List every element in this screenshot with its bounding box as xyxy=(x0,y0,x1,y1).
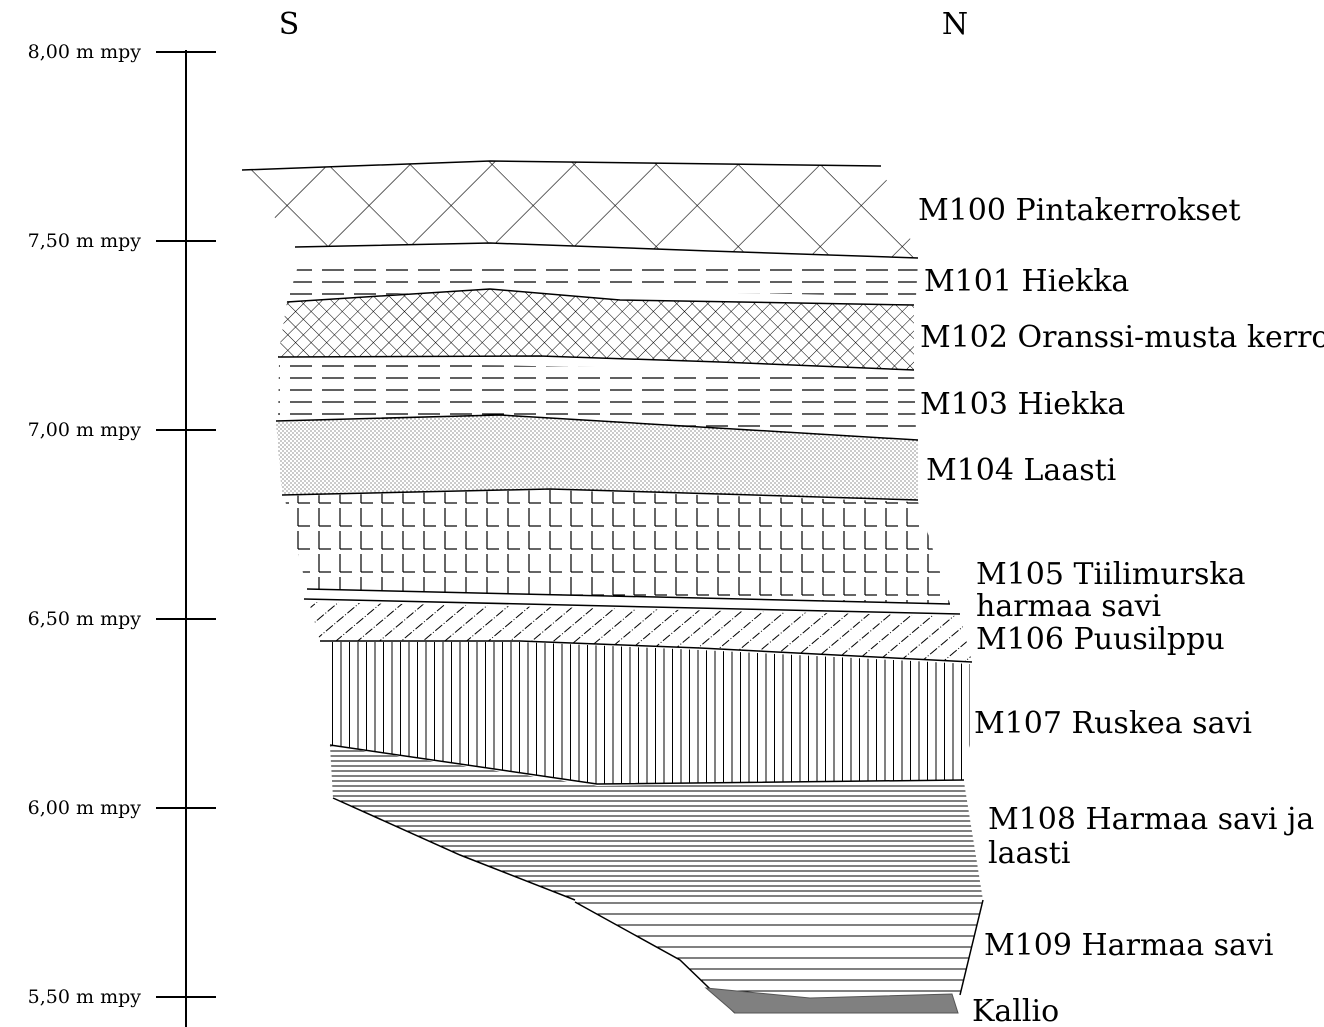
depth-tick: 6,50 m mpy xyxy=(28,608,216,630)
depth-tick-label: 6,50 m mpy xyxy=(28,608,142,630)
orientation-north-label: N xyxy=(942,7,968,42)
layer-label-m105-line2: harmaa savi xyxy=(976,589,1161,624)
layer-label-m106: M106 Puusilppu xyxy=(976,622,1225,657)
layer-label-m108: M108 Harmaa savi ja xyxy=(988,802,1314,837)
depth-tick: 8,00 m mpy xyxy=(28,41,216,63)
layer-label-kallio: Kallio xyxy=(972,994,1059,1027)
depth-tick: 7,50 m mpy xyxy=(28,230,216,252)
depth-scale: 8,00 m mpy 7,50 m mpy 7,00 m mpy 6,50 m … xyxy=(28,41,216,1027)
depth-tick-label: 6,00 m mpy xyxy=(28,797,142,819)
layer-label-m102: M102 Oranssi-musta kerros xyxy=(920,320,1324,355)
layer-m100 xyxy=(241,160,919,259)
layer-m105 xyxy=(284,490,961,615)
layer-label-m103: M103 Hiekka xyxy=(920,387,1125,422)
orientation-south-label: S xyxy=(279,7,300,42)
layer-m101 xyxy=(288,259,918,300)
layer-label-m100: M100 Pintakerrokset xyxy=(918,193,1241,228)
depth-tick-label: 8,00 m mpy xyxy=(28,41,142,63)
depth-tick: 7,00 m mpy xyxy=(28,419,216,441)
layer-m106 xyxy=(309,602,973,663)
depth-tick: 5,50 m mpy xyxy=(28,986,216,1008)
layer-m104 xyxy=(275,414,919,501)
layer-m102 xyxy=(277,288,915,371)
layer-m108 xyxy=(330,746,983,901)
layer-label-m108-line2: laasti xyxy=(988,836,1070,871)
layer-label-m105: M105 Tiilimurska xyxy=(976,557,1246,592)
depth-tick-label: 5,50 m mpy xyxy=(28,986,142,1008)
depth-tick-label: 7,50 m mpy xyxy=(28,230,142,252)
layer-label-m101: M101 Hiekka xyxy=(924,264,1129,299)
layer-kallio xyxy=(704,987,959,1014)
layer-m107 xyxy=(326,642,970,785)
depth-tick: 6,00 m mpy xyxy=(28,797,216,819)
layer-label-m109: M109 Harmaa savi xyxy=(984,928,1273,963)
layer-label-m104: M104 Laasti xyxy=(926,453,1116,488)
layer-label-m107: M107 Ruskea savi xyxy=(974,706,1252,741)
depth-tick-label: 7,00 m mpy xyxy=(28,419,142,441)
layer-m103 xyxy=(278,362,916,432)
